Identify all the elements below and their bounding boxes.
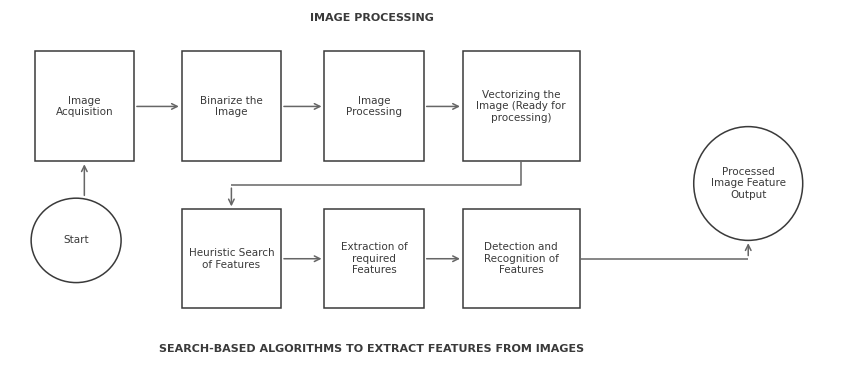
Text: IMAGE PROCESSING: IMAGE PROCESSING — [310, 13, 434, 23]
Text: Image
Acquisition: Image Acquisition — [55, 96, 113, 117]
Text: Processed
Image Feature
Output: Processed Image Feature Output — [711, 167, 785, 200]
Ellipse shape — [31, 198, 121, 283]
FancyBboxPatch shape — [463, 51, 580, 161]
Text: Start: Start — [63, 235, 89, 246]
FancyBboxPatch shape — [324, 51, 424, 161]
Text: Vectorizing the
Image (Ready for
processing): Vectorizing the Image (Ready for process… — [477, 90, 566, 123]
Text: Heuristic Search
of Features: Heuristic Search of Features — [189, 248, 274, 269]
Text: Detection and
Recognition of
Features: Detection and Recognition of Features — [484, 242, 559, 275]
FancyBboxPatch shape — [35, 51, 134, 161]
Ellipse shape — [694, 127, 803, 240]
Text: Image
Processing: Image Processing — [346, 96, 402, 117]
FancyBboxPatch shape — [182, 209, 281, 308]
Text: Binarize the
Image: Binarize the Image — [200, 96, 263, 117]
Text: SEARCH-BASED ALGORITHMS TO EXTRACT FEATURES FROM IMAGES: SEARCH-BASED ALGORITHMS TO EXTRACT FEATU… — [159, 344, 585, 354]
FancyBboxPatch shape — [324, 209, 424, 308]
FancyBboxPatch shape — [182, 51, 281, 161]
FancyBboxPatch shape — [463, 209, 580, 308]
Text: Extraction of
required
Features: Extraction of required Features — [341, 242, 407, 275]
